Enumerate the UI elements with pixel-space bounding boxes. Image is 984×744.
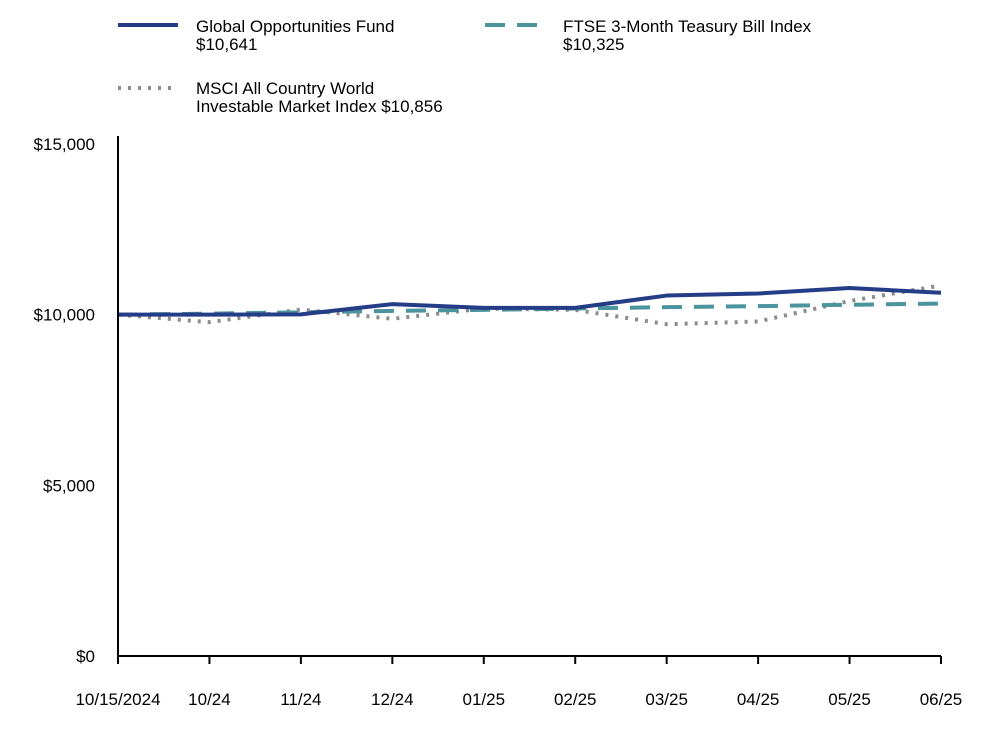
y-tick-label: $5,000: [43, 476, 95, 495]
x-tick-label: 05/25: [828, 690, 871, 709]
x-tick-label: 04/25: [737, 690, 780, 709]
series-line-global-opportunities-fund: [118, 286, 942, 317]
legend-label: MSCI All Country World: [196, 79, 374, 98]
legend-item-ftse-3-month-teasury-bill-index: FTSE 3-Month Teasury Bill Index$10,325: [485, 17, 812, 54]
legend-label: Investable Market Index $10,856: [196, 97, 443, 116]
legend-label: FTSE 3-Month Teasury Bill Index: [563, 17, 812, 36]
legend-label: $10,641: [196, 35, 257, 54]
x-tick-label: 02/25: [554, 690, 597, 709]
legend-item-global-opportunities-fund: Global Opportunities Fund$10,641: [118, 17, 394, 54]
legend-label: $10,325: [563, 35, 624, 54]
chart-legend: Global Opportunities Fund$10,641 FTSE 3-M…: [118, 17, 812, 116]
legend-label: Global Opportunities Fund: [196, 17, 394, 36]
x-tick-label: 06/25: [920, 690, 963, 709]
x-tick-label: 01/25: [463, 690, 506, 709]
x-tick-label: 03/25: [645, 690, 688, 709]
x-tick-label: 12/24: [371, 690, 414, 709]
x-tick-label: 10/15/2024: [75, 690, 160, 709]
series-layer: [117, 283, 942, 327]
y-tick-label: $10,000: [34, 306, 95, 325]
y-tick-label: $0: [76, 647, 95, 666]
series-line-msci-all-country-world-investable-market-index: [117, 283, 942, 327]
chart-axes: $0 $5,000 $10,000 $15,000 10/15/2024 10/24 11/…: [34, 135, 963, 709]
x-tick-label: 10/24: [188, 690, 231, 709]
x-tick-label: 11/24: [280, 690, 321, 709]
y-tick-label: $15,000: [34, 135, 95, 154]
